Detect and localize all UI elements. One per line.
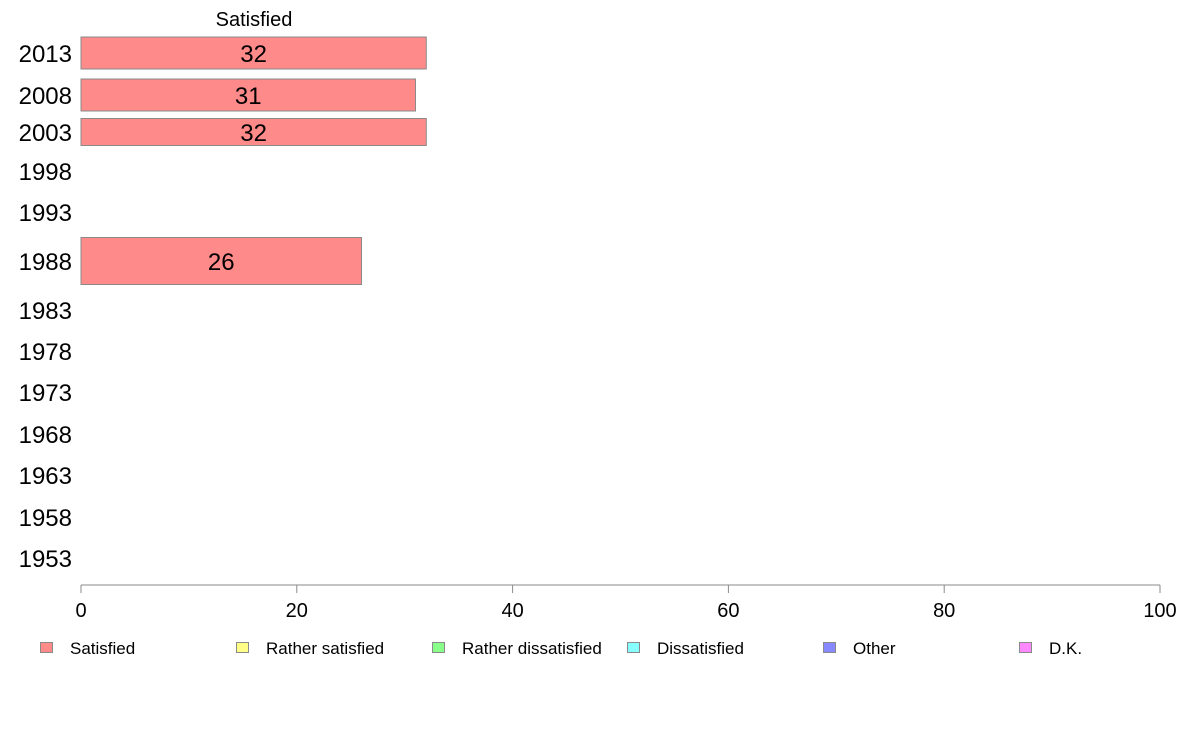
- legend-label: Other: [853, 639, 896, 658]
- bar-value-label-2003: 32: [240, 120, 267, 147]
- x-tick-label-40: 40: [501, 600, 523, 620]
- bar-satisfied-2003: [80, 118, 427, 146]
- category-label-1988: 1988: [19, 249, 72, 276]
- bars: 32 31 32 26: [80, 36, 427, 285]
- category-label-1953: 1953: [19, 546, 72, 573]
- legend-label: D.K.: [1049, 639, 1083, 658]
- category-label-2003: 2003: [19, 120, 72, 147]
- category-label-1963: 1963: [19, 463, 72, 490]
- bar-satisfied-2008: [80, 78, 416, 112]
- bar-value-label-1988: 26: [208, 249, 235, 276]
- bar-satisfied-1988: [80, 237, 363, 285]
- legend-label: Dissatisfied: [657, 639, 744, 658]
- category-label-2013: 2013: [19, 41, 72, 68]
- x-tick-label-60: 60: [717, 600, 739, 620]
- legend-label: Rather dissatisfied: [462, 639, 602, 658]
- x-axis: 0 20 40 60 80 100: [75, 584, 1177, 620]
- legend-swatch: [432, 642, 445, 653]
- category-labels: 2013 2008 2003 1998 1993 1988 1983 1978 1973 1968…: [19, 41, 72, 573]
- legend-swatch: [627, 642, 640, 653]
- category-label-1968: 1968: [19, 422, 72, 449]
- legend-label: Satisfied: [70, 639, 136, 658]
- bar-satisfied-2013: [80, 36, 427, 70]
- x-tick-label-100: 100: [1143, 600, 1176, 620]
- legend-swatch: [823, 642, 836, 653]
- category-label-1998: 1998: [19, 159, 72, 186]
- legend-swatch: [236, 642, 249, 653]
- stacked-bar-chart: Satisfied 2013 2008 2003 1998 1993 1988 1983 19…: [19, 9, 1177, 620]
- x-tick-label-20: 20: [286, 600, 308, 620]
- x-tick-label-0: 0: [75, 600, 86, 620]
- bar-value-label-2013: 32: [240, 41, 267, 68]
- series-title: Satisfied: [216, 9, 293, 31]
- legend: Satisfied Rather satisfied Rather dissatis…: [0, 638, 1188, 662]
- category-label-1958: 1958: [19, 505, 72, 532]
- x-tick-label-80: 80: [933, 600, 955, 620]
- legend-swatch: [40, 642, 53, 653]
- legend-swatch: [1019, 642, 1032, 653]
- category-label-1983: 1983: [19, 298, 72, 325]
- category-label-2008: 2008: [19, 83, 72, 110]
- legend-label: Rather satisfied: [266, 639, 385, 658]
- category-label-1993: 1993: [19, 200, 72, 227]
- category-label-1973: 1973: [19, 380, 72, 407]
- bar-value-label-2008: 31: [235, 83, 262, 110]
- category-label-1978: 1978: [19, 339, 72, 366]
